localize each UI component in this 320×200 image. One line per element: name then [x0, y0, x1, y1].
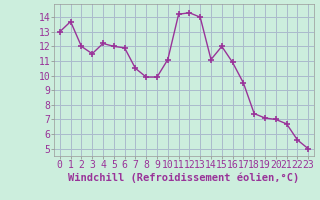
X-axis label: Windchill (Refroidissement éolien,°C): Windchill (Refroidissement éolien,°C) — [68, 173, 300, 183]
